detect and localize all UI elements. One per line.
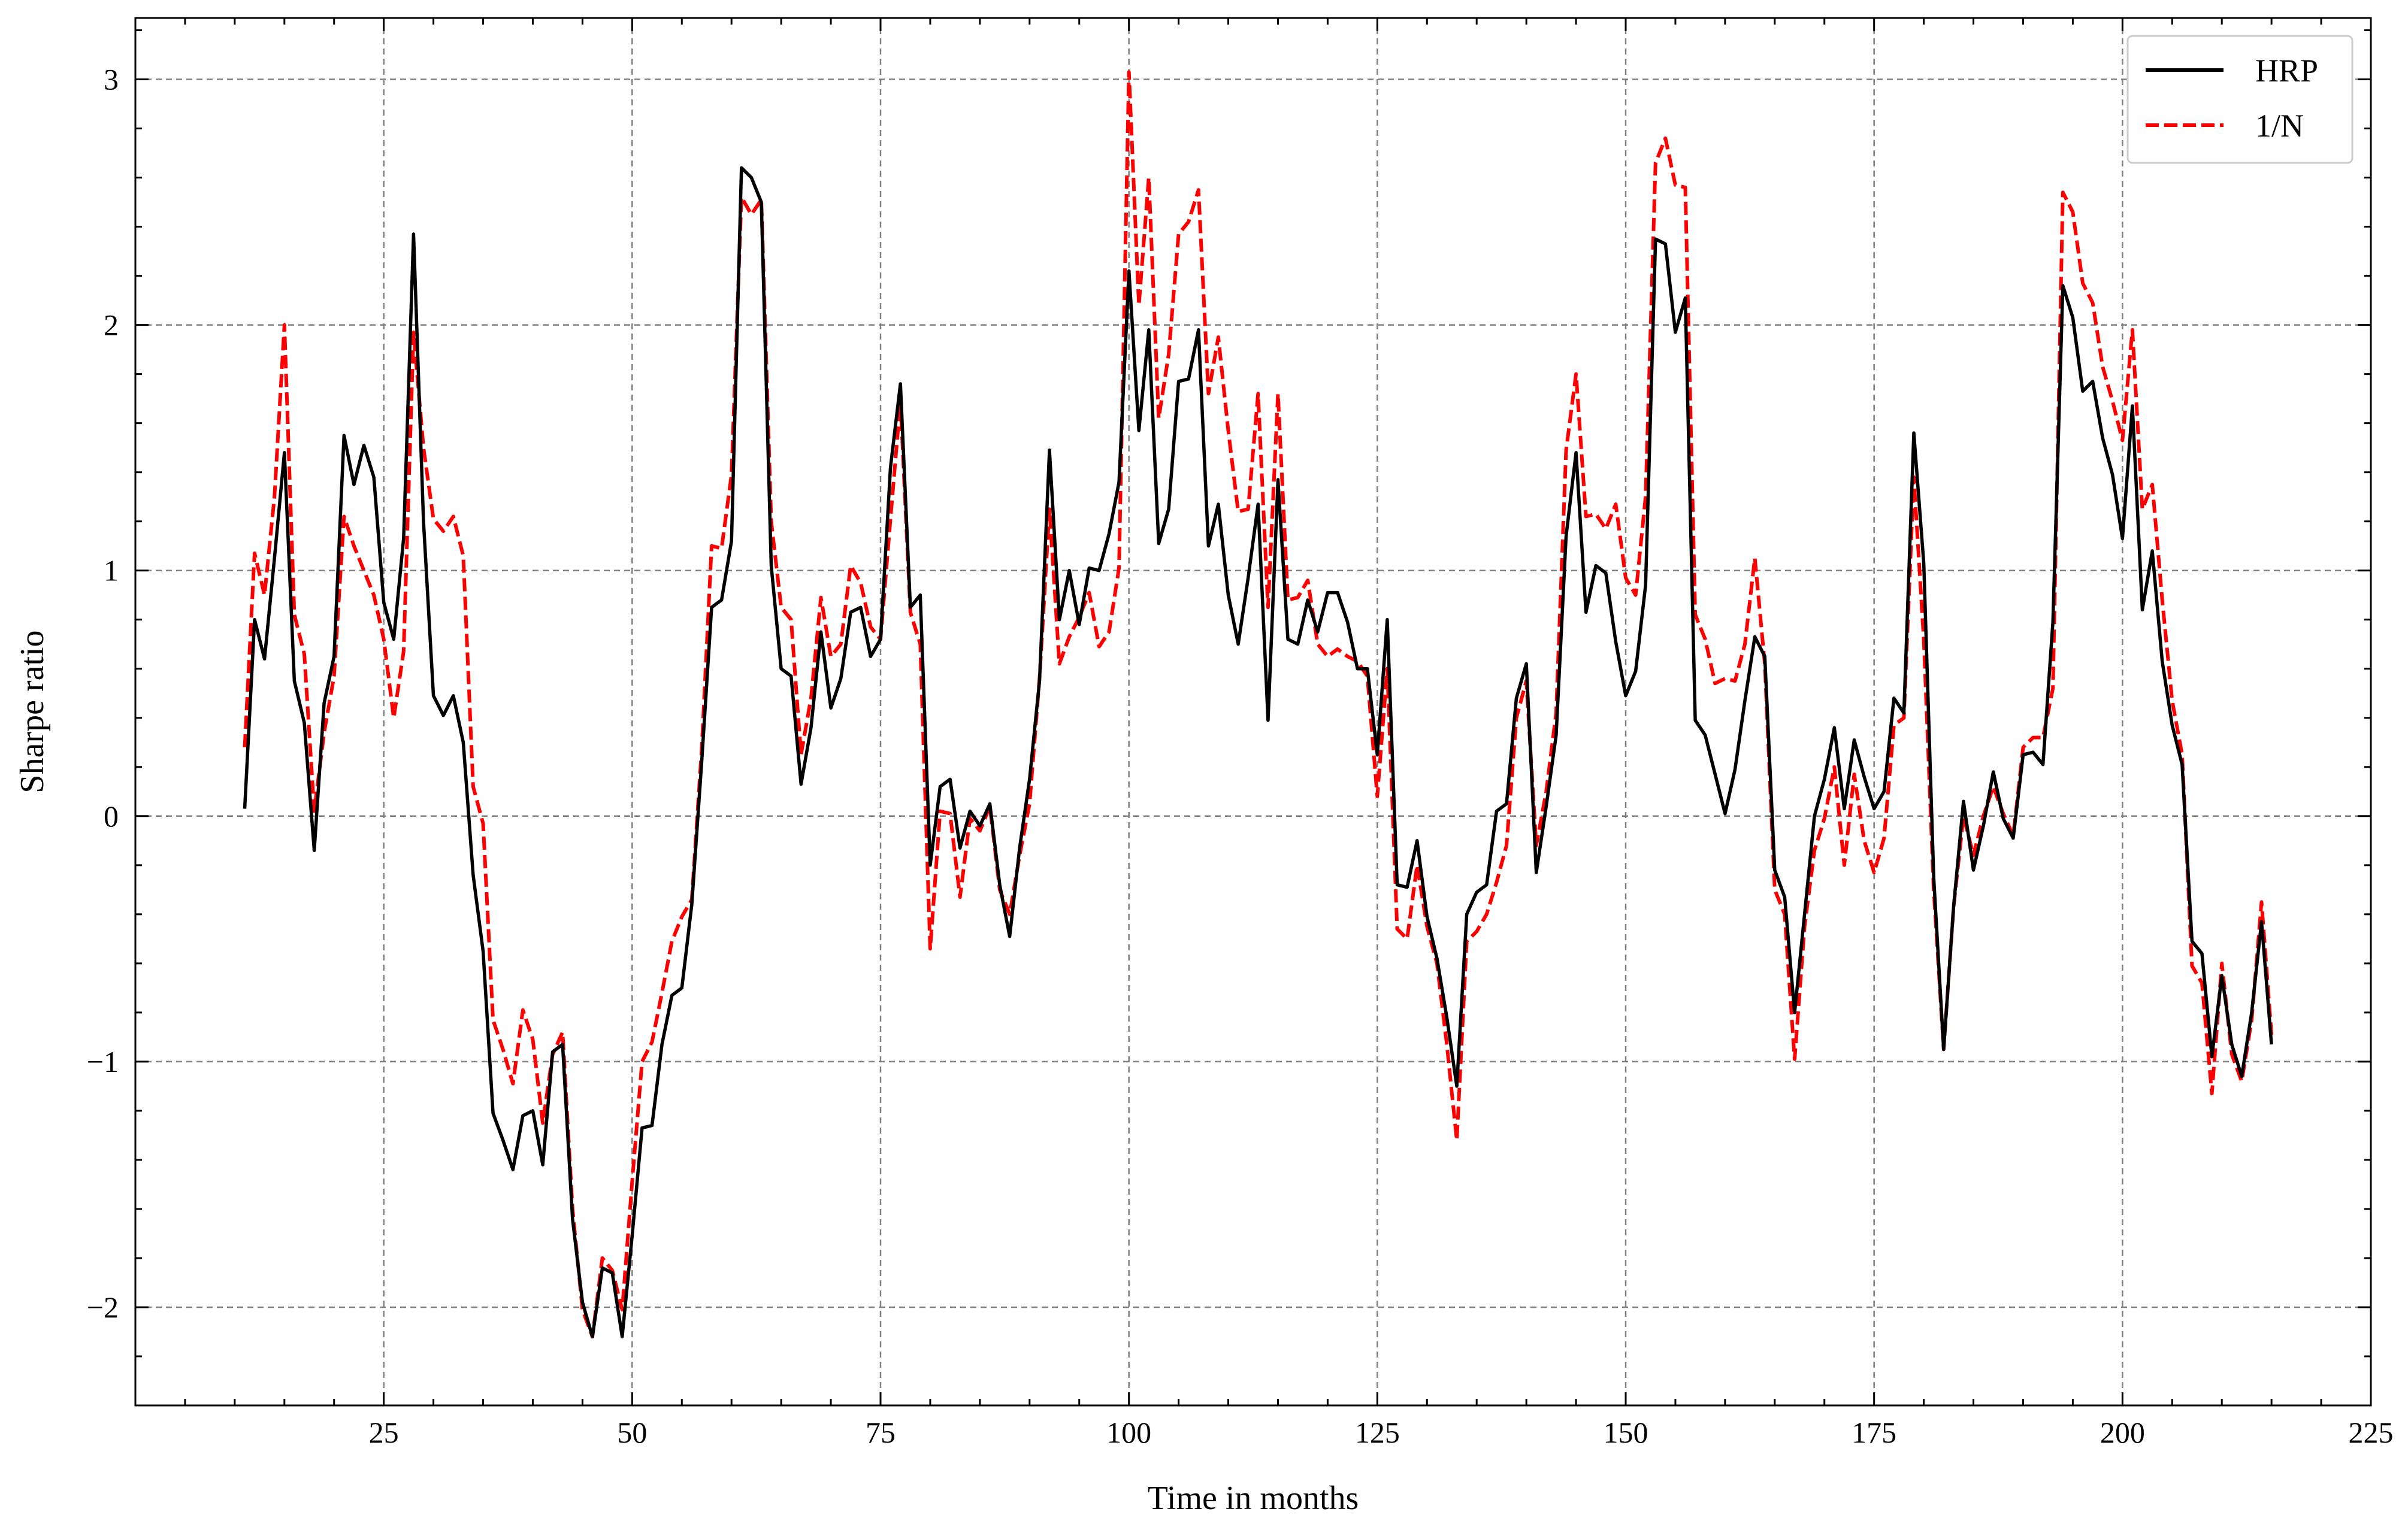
grid (135, 18, 2371, 1405)
y-tick-label: −2 (87, 1290, 119, 1324)
series-line-hrp (243, 166, 2273, 1338)
x-tick-label: 225 (2349, 1416, 2394, 1449)
x-tick-label: 100 (1106, 1416, 1151, 1449)
legend: HRP 1/N (2126, 35, 2353, 164)
x-tick-label: 50 (617, 1416, 647, 1449)
legend-box (2126, 35, 2353, 164)
legend-label-hrp: HRP (2255, 53, 2318, 89)
plot-frame (134, 17, 2372, 1407)
y-tick-label: −1 (87, 1045, 119, 1078)
y-tick-label: 3 (104, 63, 119, 96)
x-tick-label: 75 (866, 1416, 896, 1449)
x-tick-label: 25 (369, 1416, 399, 1449)
y-tick-label: 2 (104, 308, 119, 342)
x-tick-label: 200 (2100, 1416, 2145, 1449)
tick-labels: 25 50 75 100 125 150 175 200 225 −2 −1 0 1 2 3 (87, 63, 2394, 1449)
series-layer (243, 70, 2274, 1339)
legend-label-1n: 1/N (2255, 108, 2304, 144)
ticks (135, 18, 2371, 1407)
x-axis-label: Time in months (1148, 1480, 1359, 1517)
y-tick-label: 0 (104, 799, 119, 833)
x-tick-label: 150 (1604, 1416, 1648, 1449)
y-axis-label: Sharpe ratio (14, 630, 51, 793)
x-tick-label: 125 (1355, 1416, 1400, 1449)
x-tick-label: 175 (1852, 1416, 1896, 1449)
y-tick-label: 1 (104, 554, 119, 587)
